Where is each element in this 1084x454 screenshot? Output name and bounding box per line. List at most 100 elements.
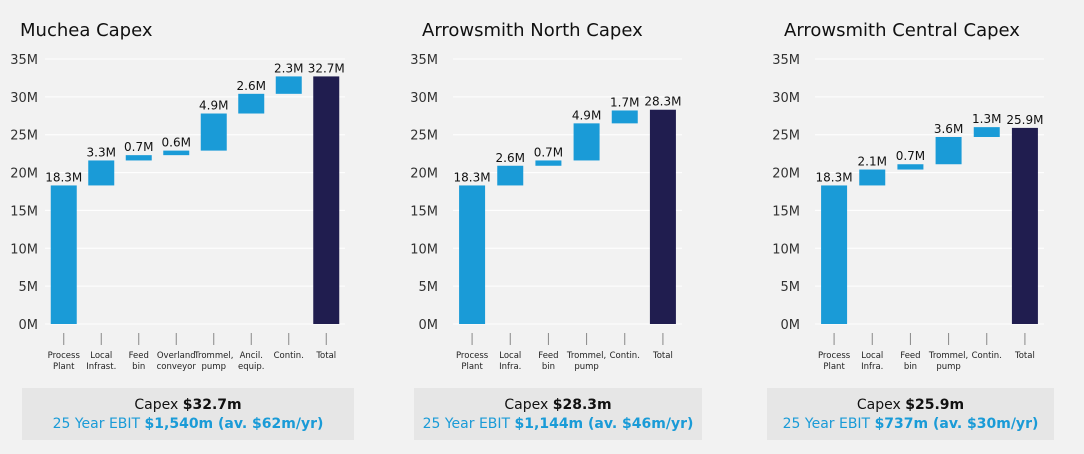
y-tick-label: 5M	[19, 280, 39, 295]
category-label: Process	[48, 351, 81, 361]
category-label: Feed	[538, 351, 558, 361]
y-tick-label: 20M	[772, 167, 800, 182]
category-label: Trommel,	[193, 351, 233, 361]
category-label: bin	[132, 362, 145, 372]
y-tick-label: 25M	[410, 129, 438, 144]
increase-bar	[275, 76, 302, 94]
summary-box-arrowsmith-north: Capex $28.3m 25 Year EBIT $1,144m (av. $…	[414, 388, 702, 440]
category-label: Process	[456, 351, 489, 361]
data-label: 3.3M	[87, 145, 116, 159]
data-label: 4.9M	[572, 108, 601, 122]
summary-box-arrowsmith-central: Capex $25.9m 25 Year EBIT $737m (av. $30…	[767, 388, 1054, 440]
y-tick-label: 10M	[772, 242, 800, 257]
category-label: Local	[499, 351, 521, 361]
data-label: 18.3M	[45, 170, 82, 184]
y-tick-label: 15M	[10, 204, 38, 219]
category-label: Contin.	[274, 351, 304, 361]
ebit-label: 25 Year EBIT	[422, 416, 515, 432]
y-tick-label: 30M	[772, 91, 800, 106]
data-label: 1.3M	[972, 112, 1001, 126]
increase-bar	[459, 185, 486, 324]
capex-label: Capex	[504, 397, 553, 413]
increase-bar	[859, 169, 886, 186]
category-label: Ancil.	[240, 351, 263, 361]
category-label: Total	[315, 351, 336, 361]
increase-bar	[125, 155, 152, 161]
data-label: 0.7M	[534, 145, 563, 159]
category-label: bin	[542, 362, 555, 372]
y-tick-label: 20M	[10, 167, 38, 182]
data-label: 1.7M	[610, 95, 639, 109]
data-label: 0.6M	[162, 136, 191, 150]
chart-title-arrowsmith-central: Arrowsmith Central Capex	[784, 20, 1020, 41]
capex-value: $25.9m	[905, 397, 965, 413]
category-label: Feed	[900, 351, 920, 361]
y-tick-label: 35M	[10, 53, 38, 68]
category-label: Infra.	[861, 362, 883, 372]
data-label: 3.6M	[934, 122, 963, 136]
capex-label: Capex	[134, 397, 183, 413]
category-label: Overland	[157, 351, 196, 361]
category-label: Plant	[461, 362, 483, 372]
capex-label: Capex	[856, 397, 906, 413]
y-tick-label: 25M	[772, 129, 800, 144]
y-tick-label: 15M	[410, 204, 438, 219]
category-label: Contin.	[610, 351, 640, 361]
category-label: Infrast.	[86, 362, 116, 372]
data-label: 2.6M	[496, 151, 525, 165]
y-tick-label: 35M	[410, 53, 438, 68]
data-label: 28.3M	[644, 95, 681, 109]
y-tick-label: 0M	[19, 318, 39, 333]
chart-title-arrowsmith-north: Arrowsmith North Capex	[422, 20, 643, 41]
increase-bar	[935, 136, 962, 165]
increase-bar	[897, 164, 924, 170]
y-tick-label: 5M	[781, 280, 801, 295]
increase-bar	[88, 160, 115, 186]
data-label: 32.7M	[308, 61, 345, 75]
data-label: 2.6M	[237, 79, 266, 93]
increase-bar	[611, 110, 638, 124]
y-tick-label: 30M	[10, 91, 38, 106]
increase-bar	[535, 160, 562, 166]
capex-value: $32.7m	[182, 397, 242, 413]
increase-bar	[821, 185, 848, 324]
ebit-value: $737m (av. $30m/yr)	[874, 416, 1039, 432]
y-tick-label: 10M	[10, 242, 38, 257]
total-bar	[649, 109, 676, 324]
increase-bar	[973, 127, 1000, 137]
category-label: Infra.	[499, 362, 521, 372]
data-label: 18.3M	[454, 170, 491, 184]
total-bar	[313, 76, 340, 325]
data-label: 2.3M	[274, 61, 303, 75]
ebit-value: $1,540m (av. $62m/yr)	[144, 416, 324, 432]
category-label: Contin.	[972, 351, 1002, 361]
ebit-label: 25 Year EBIT	[782, 416, 875, 432]
y-tick-label: 0M	[781, 318, 801, 333]
category-label: Process	[818, 351, 851, 361]
category-label: equip.	[238, 362, 264, 372]
category-label: Local	[90, 351, 112, 361]
y-tick-label: 35M	[772, 53, 800, 68]
category-label: Local	[861, 351, 883, 361]
y-tick-label: 20M	[410, 167, 438, 182]
y-tick-label: 15M	[772, 204, 800, 219]
y-tick-label: 10M	[410, 242, 438, 257]
increase-bar	[50, 185, 77, 324]
category-label: Plant	[53, 362, 75, 372]
data-label: 0.7M	[896, 149, 925, 163]
increase-bar	[163, 150, 190, 156]
category-label: conveyor	[157, 362, 197, 372]
data-label: 0.7M	[124, 140, 153, 154]
chart-title-muchea: Muchea Capex	[20, 20, 153, 41]
y-tick-label: 25M	[10, 129, 38, 144]
category-label: pump	[574, 362, 598, 372]
category-label: Total	[1014, 351, 1035, 361]
category-label: Trommel,	[928, 351, 968, 361]
ebit-label: 25 Year EBIT	[52, 416, 145, 432]
category-label: pump	[202, 362, 226, 372]
capex-value: $28.3m	[552, 397, 612, 413]
increase-bar	[200, 113, 227, 151]
increase-bar	[497, 165, 524, 186]
increase-bar	[573, 123, 600, 161]
